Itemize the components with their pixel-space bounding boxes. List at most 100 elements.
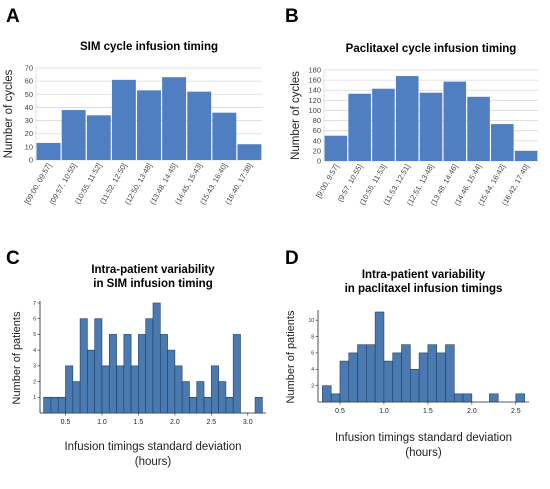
chart-title-d: Intra-patient variability in paclitaxel i… xyxy=(345,269,503,295)
histogram-bar-d xyxy=(339,360,350,403)
histogram-bar-d xyxy=(410,368,420,403)
y-axis-label-a: Number of cycles xyxy=(3,69,15,158)
y-axis-label-b: Number of cycles xyxy=(290,71,302,160)
x-axis-label-d: Infusion timings standard deviation (hour… xyxy=(335,432,512,459)
chart-title-a: SIM cycle infusion timing xyxy=(80,41,218,53)
histogram-bar-d xyxy=(515,393,525,403)
x-tick-label-d: 1.0 xyxy=(379,408,389,415)
bar-a xyxy=(237,144,262,160)
y-tick-label-a: 70 xyxy=(25,64,33,73)
y-tick-label-b: 0 xyxy=(317,157,321,166)
histogram-bar-d xyxy=(366,344,376,403)
bar-a xyxy=(162,77,187,160)
y-tick-label-a: 10 xyxy=(25,142,33,151)
bar-a xyxy=(212,112,237,160)
histogram-bar-d xyxy=(418,352,429,403)
y-tick-label-d: 8 xyxy=(311,334,314,340)
histogram-bar-c xyxy=(203,396,212,414)
x-tick-label-a: (16:40, 17:38] xyxy=(223,162,254,207)
y-tick-label-c: 1 xyxy=(33,395,36,401)
y-tick-label-b: 40 xyxy=(313,136,321,145)
x-tick-label-c: 2.5 xyxy=(206,419,216,426)
histogram-bar-c xyxy=(116,365,125,414)
histogram-bar-d xyxy=(489,393,499,403)
y-axis-label-c: Number of patients xyxy=(11,311,23,404)
bar-a xyxy=(36,142,61,160)
y-axis-label-d: Number of patients xyxy=(285,310,297,403)
y-tick-label-a: 0 xyxy=(29,156,33,165)
histogram-bar-c xyxy=(65,365,74,414)
histogram-bar-d xyxy=(427,344,437,403)
y-tick-label-c: 7 xyxy=(33,301,36,307)
y-tick-label-d: 4 xyxy=(311,367,314,373)
x-tick-label-c: 1.5 xyxy=(134,419,144,426)
bar-b xyxy=(324,135,348,161)
x-tick-label-d: 0.5 xyxy=(335,408,345,415)
histogram-bar-c xyxy=(232,334,241,414)
y-tick-label-b: 120 xyxy=(308,96,321,105)
histogram-bar-d xyxy=(383,360,394,403)
histogram-bar-c xyxy=(211,365,219,414)
y-tick-label-c: 3 xyxy=(33,364,36,370)
x-tick-label-c: 3.0 xyxy=(243,419,253,426)
y-tick-label-b: 80 xyxy=(313,116,321,125)
y-tick-label-b: 140 xyxy=(308,86,321,95)
histogram-bar-d xyxy=(392,352,402,403)
histogram-bar-c xyxy=(130,365,139,414)
chart-title-b: Paclitaxel cycle infusion timing xyxy=(346,43,517,55)
x-tick-label-d: 1.5 xyxy=(423,408,433,415)
panel-letter-a: A xyxy=(6,6,20,27)
x-axis-label-c: Infusion timings standard deviation (hour… xyxy=(64,441,241,468)
y-tick-label-b: 160 xyxy=(308,76,321,85)
y-tick-label-a: 60 xyxy=(25,77,33,86)
x-tick-label-d: 2.0 xyxy=(467,408,477,415)
histogram-bar-c xyxy=(108,334,117,414)
y-tick-label-d: 6 xyxy=(311,351,314,357)
bar-b xyxy=(348,93,371,161)
histogram-bar-d xyxy=(453,393,464,403)
histogram-bar-c xyxy=(181,381,190,414)
y-tick-label-d: 10 xyxy=(308,318,314,324)
histogram-bar-c xyxy=(138,334,147,414)
bar-b xyxy=(443,81,467,161)
histogram-bar-c xyxy=(43,396,52,414)
bar-a xyxy=(61,110,86,160)
panel-letter-b: B xyxy=(285,6,299,27)
y-tick-label-b: 100 xyxy=(308,106,321,115)
histogram-bar-d xyxy=(357,344,367,403)
panel-letter-c: C xyxy=(6,248,20,269)
y-tick-label-c: 4 xyxy=(33,348,36,354)
bar-b xyxy=(467,96,490,161)
bar-a xyxy=(111,79,136,160)
histogram-bar-d xyxy=(462,393,473,403)
y-tick-label-c: 2 xyxy=(33,379,36,385)
bar-a xyxy=(137,90,161,160)
histogram-bar-d xyxy=(322,385,332,403)
histogram-bar-c xyxy=(72,381,81,414)
histogram-bar-c xyxy=(145,318,154,414)
histogram-bar-c xyxy=(225,396,234,414)
y-tick-label-d: 2 xyxy=(311,383,314,389)
histogram-bar-c xyxy=(159,334,168,414)
histogram-bar-c xyxy=(218,381,227,414)
y-tick-label-b: 20 xyxy=(313,146,321,155)
bar-a xyxy=(86,115,111,160)
histogram-bar-c xyxy=(50,396,59,414)
chart-title-c: Intra-patient variability in SIM infusion… xyxy=(91,264,215,290)
histogram-bar-d xyxy=(445,344,455,403)
bar-b xyxy=(372,88,395,161)
x-tick-label-b: [9:00, 9:57] xyxy=(314,163,341,200)
y-tick-label-c: 6 xyxy=(33,317,36,323)
histogram-bar-c xyxy=(123,334,132,414)
histogram-bar-c xyxy=(94,318,103,414)
y-tick-label-c: 5 xyxy=(33,332,36,338)
x-tick-label-c: 0.5 xyxy=(61,419,71,426)
histogram-bar-c xyxy=(57,396,66,414)
histogram-bar-c xyxy=(87,349,95,414)
histogram-bar-d xyxy=(374,311,385,403)
bar-b xyxy=(491,124,514,161)
x-tick-label-c: 1.0 xyxy=(97,419,107,426)
histogram-bar-d xyxy=(348,352,358,403)
histogram-bar-c xyxy=(101,365,110,414)
